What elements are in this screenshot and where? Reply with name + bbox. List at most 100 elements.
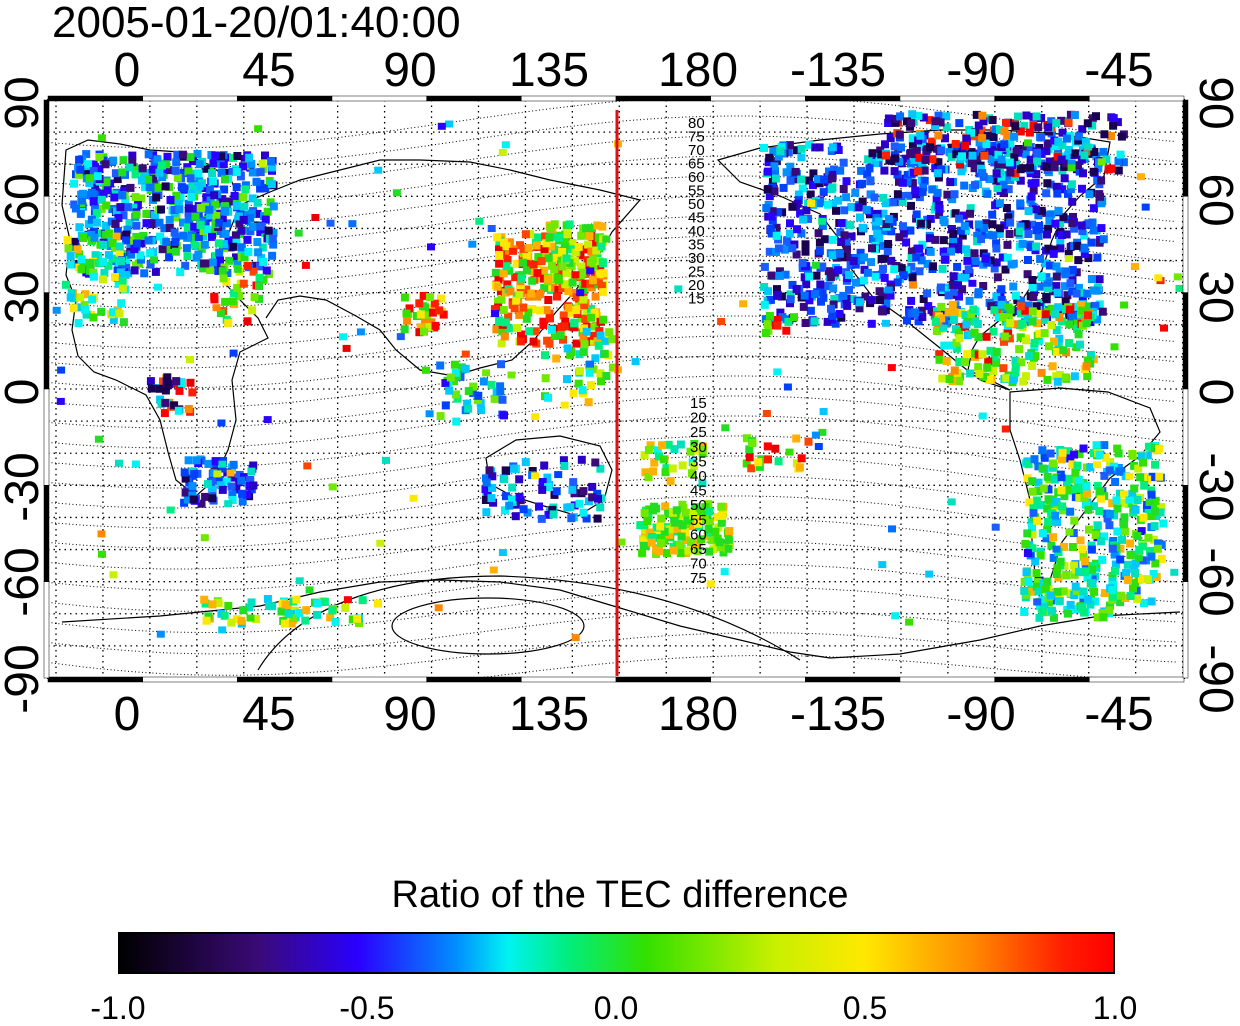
tec-cell — [990, 264, 999, 273]
tec-cell — [161, 386, 170, 395]
tec-cell — [565, 259, 574, 267]
tec-cell — [224, 236, 233, 245]
tec-cell — [579, 295, 588, 304]
tec-cell — [807, 199, 816, 207]
tec-cell — [1031, 205, 1040, 214]
tec-cell — [1000, 140, 1009, 149]
tec-cell — [815, 246, 824, 255]
tec-cell — [971, 181, 979, 190]
tec-cell — [767, 229, 776, 238]
tec-cell — [184, 405, 193, 413]
tec-cell — [834, 196, 842, 205]
tec-cell — [256, 262, 264, 271]
coastline-europe-africa — [61, 139, 269, 497]
tec-cell — [165, 253, 174, 262]
tec-cell — [1105, 466, 1114, 475]
tec-cell — [1034, 478, 1043, 487]
tec-cell — [779, 183, 788, 192]
tec-cell — [1071, 149, 1080, 158]
tec-cell — [200, 534, 209, 542]
tec-cell — [1088, 565, 1096, 574]
tec-cell — [130, 163, 139, 172]
tec-cell — [1047, 541, 1056, 550]
tec-cell — [597, 377, 605, 386]
tec-cell — [311, 214, 320, 221]
tec-cell — [994, 313, 1003, 322]
tec-cell — [218, 626, 227, 634]
tec-cell — [895, 130, 904, 139]
tec-cell — [547, 261, 556, 270]
tec-cell — [811, 261, 820, 269]
tec-cell — [576, 289, 585, 297]
tec-cell — [952, 338, 961, 347]
tec-cell — [130, 245, 139, 254]
tec-cell — [908, 179, 917, 188]
tec-cell — [1147, 597, 1156, 606]
tec-cell — [416, 310, 425, 319]
tec-cell — [919, 295, 928, 303]
tec-cell — [1144, 505, 1153, 514]
tec-cell — [501, 318, 510, 327]
tec-cell — [1074, 136, 1083, 145]
tec-cell — [1035, 309, 1044, 318]
tec-cell — [1072, 587, 1081, 595]
tec-cell — [765, 153, 774, 162]
tec-cell — [1119, 498, 1128, 507]
tec-cell — [1074, 161, 1082, 170]
tec-cell — [137, 194, 146, 203]
tec-cell — [451, 368, 460, 377]
contour-label-south: 30 — [690, 439, 707, 456]
tec-cell — [1088, 218, 1097, 227]
tec-cell — [87, 188, 96, 197]
tec-cell — [1056, 557, 1065, 566]
tec-cell — [763, 320, 772, 329]
tec-cell — [579, 333, 588, 342]
tec-cell — [535, 306, 544, 315]
tec-cell — [1055, 592, 1064, 601]
tec-cell — [999, 180, 1008, 189]
tec-cell — [915, 153, 924, 162]
tec-cell — [974, 288, 983, 297]
tec-cell — [132, 210, 141, 219]
tec-cell — [400, 325, 409, 334]
tec-cell — [839, 291, 848, 300]
tec-cell — [1078, 295, 1087, 304]
tec-cell — [1026, 243, 1035, 252]
tec-cell — [1048, 517, 1057, 526]
tec-cell — [795, 463, 804, 472]
tec-cell — [1045, 342, 1053, 351]
tec-cell — [724, 544, 733, 553]
tec-cell — [240, 253, 249, 262]
tec-cell — [301, 616, 310, 625]
tec-cell — [1027, 192, 1036, 201]
tec-cell — [535, 502, 543, 511]
tec-cell — [796, 209, 805, 218]
tec-cell — [436, 361, 445, 370]
tec-cell — [541, 232, 550, 241]
tec-cell — [1113, 527, 1122, 536]
tec-cell — [811, 143, 820, 152]
tec-cell — [1049, 245, 1058, 254]
tec-cell — [1011, 368, 1020, 377]
lat-tick-label-right: 0 — [1189, 379, 1240, 406]
tec-cell — [1016, 302, 1025, 311]
tec-cell — [1114, 449, 1123, 458]
tec-cell — [772, 231, 781, 240]
tec-cell — [132, 261, 140, 270]
tec-cell — [516, 337, 525, 346]
tec-cell — [571, 248, 580, 257]
tec-cell — [511, 273, 520, 282]
tec-cell — [1041, 259, 1050, 268]
tec-cell — [1058, 141, 1067, 150]
tec-cell — [939, 236, 948, 245]
tec-cell — [220, 206, 229, 215]
axis-bar-bottom — [521, 676, 617, 683]
tec-cell — [926, 214, 935, 223]
tec-cell — [186, 153, 195, 162]
tec-cell — [184, 199, 193, 208]
tec-cell — [1029, 186, 1038, 195]
lat-tick-label-left: -90 — [0, 644, 49, 713]
tec-cell — [178, 150, 187, 159]
tec-cell — [760, 262, 769, 271]
tec-cell — [868, 244, 876, 253]
